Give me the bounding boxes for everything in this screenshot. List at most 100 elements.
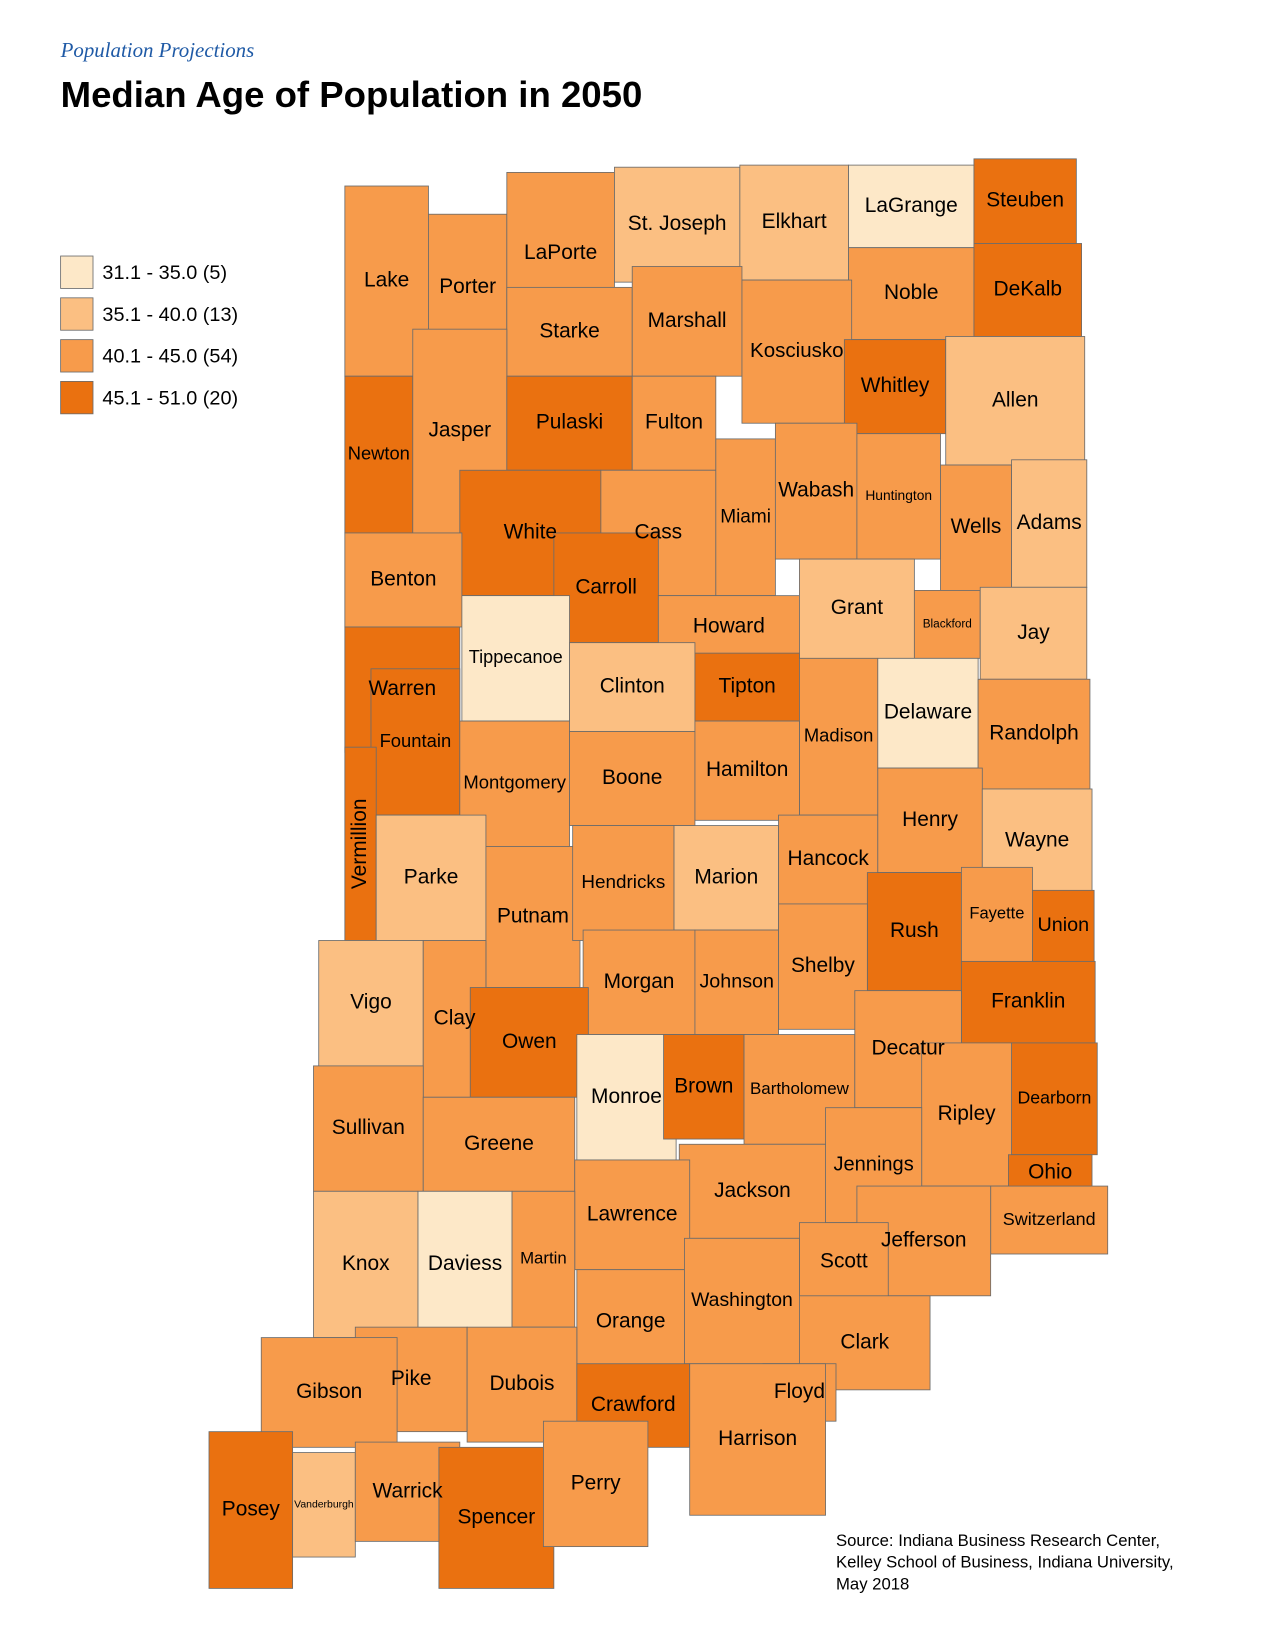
county-label: Tipton bbox=[719, 675, 776, 698]
county bbox=[506, 286, 633, 377]
county-label: Fayette bbox=[969, 904, 1024, 923]
county-label: Sullivan bbox=[332, 1116, 405, 1139]
county bbox=[553, 532, 659, 644]
county-label: Lake bbox=[364, 269, 409, 292]
county-label: Jefferson bbox=[881, 1228, 967, 1251]
county bbox=[921, 1042, 1012, 1187]
county-label: Pike bbox=[391, 1367, 432, 1390]
county bbox=[778, 814, 879, 905]
county bbox=[422, 1096, 576, 1192]
county-label: Hancock bbox=[788, 847, 870, 870]
county-label: DeKalb bbox=[993, 278, 1062, 301]
county-label: Ohio bbox=[1028, 1161, 1072, 1184]
legend-swatch bbox=[60, 339, 94, 373]
county-label: Adams bbox=[1017, 511, 1082, 534]
county-label: Clinton bbox=[600, 675, 665, 698]
county-label: Noble bbox=[884, 281, 939, 304]
county-label: Boone bbox=[602, 766, 662, 789]
county-label: Huntington bbox=[865, 488, 932, 503]
legend-swatch bbox=[60, 297, 94, 331]
county bbox=[799, 657, 879, 816]
county bbox=[694, 652, 800, 722]
county-label: Henry bbox=[902, 808, 958, 831]
county-label: Madison bbox=[804, 725, 873, 746]
county-label: White bbox=[504, 520, 557, 543]
county-label: Gibson bbox=[296, 1380, 362, 1403]
county bbox=[438, 1446, 555, 1589]
county-label: Floyd bbox=[774, 1380, 825, 1403]
county-label: Bartholomew bbox=[750, 1079, 850, 1098]
county bbox=[977, 678, 1091, 790]
county-label: Ripley bbox=[938, 1102, 997, 1125]
subtitle: Population Projections bbox=[60, 38, 255, 62]
county-label: Clark bbox=[840, 1330, 889, 1353]
legend-swatch bbox=[60, 381, 94, 415]
county bbox=[799, 558, 915, 659]
county-label: Shelby bbox=[791, 954, 855, 977]
county-label: Owen bbox=[502, 1030, 557, 1053]
county-label: Newton bbox=[348, 442, 410, 463]
county-label: Daviess bbox=[428, 1252, 502, 1275]
county-label: Miami bbox=[720, 506, 771, 527]
county-label: Jasper bbox=[428, 419, 491, 442]
county-label: Scott bbox=[820, 1249, 868, 1272]
county-labels: Lake Porter LaPorte St. Joseph Elkhart LaGran… bbox=[222, 189, 1096, 1529]
legend-swatch bbox=[60, 255, 94, 289]
source-note: Source: Indiana Business Research Center… bbox=[836, 1531, 1174, 1594]
county bbox=[208, 1431, 294, 1589]
county bbox=[542, 1420, 649, 1548]
county bbox=[673, 825, 779, 931]
county bbox=[344, 532, 463, 628]
county-label: Elkhart bbox=[762, 210, 827, 233]
county-label: Carroll bbox=[575, 575, 637, 598]
county-label: Montgomery bbox=[463, 772, 566, 793]
county bbox=[694, 720, 800, 821]
county-label: Wayne bbox=[1005, 829, 1069, 852]
county bbox=[694, 929, 779, 1035]
county-label: Clay bbox=[434, 1006, 476, 1029]
county-label: Hendricks bbox=[581, 871, 665, 892]
county-label: St. Joseph bbox=[628, 212, 727, 235]
county bbox=[739, 164, 849, 281]
county bbox=[1032, 889, 1095, 962]
legend-label: 31.1 - 35.0 (5) bbox=[102, 262, 227, 284]
county bbox=[260, 1337, 398, 1448]
county bbox=[848, 247, 975, 341]
county bbox=[741, 279, 853, 424]
county-label: Morgan bbox=[604, 970, 675, 993]
county bbox=[614, 166, 741, 283]
county-label: Martin bbox=[520, 1249, 567, 1268]
county-label: Vanderburgh bbox=[294, 1500, 354, 1511]
county bbox=[582, 929, 696, 1035]
county-label: Rush bbox=[890, 919, 939, 942]
county-label: Steuben bbox=[986, 189, 1064, 212]
county-label: Crawford bbox=[591, 1393, 676, 1416]
county bbox=[715, 438, 776, 597]
county-label: Blackford bbox=[923, 617, 972, 631]
county-label: Parke bbox=[404, 865, 459, 888]
county-label: Warrick bbox=[373, 1479, 444, 1502]
county bbox=[1011, 1042, 1098, 1156]
county-label: Putnam bbox=[497, 905, 569, 928]
county-label: Spencer bbox=[457, 1505, 535, 1528]
title: Median Age of Population in 2050 bbox=[61, 74, 643, 115]
county bbox=[313, 1190, 419, 1339]
county-label: Greene bbox=[464, 1132, 534, 1155]
county-label: Switzerland bbox=[1003, 1209, 1096, 1229]
county-label: Dearborn bbox=[1017, 1088, 1091, 1108]
county-label: Wells bbox=[951, 515, 1002, 538]
county bbox=[945, 336, 1086, 466]
county bbox=[1011, 459, 1088, 588]
county-label: Johnson bbox=[699, 971, 774, 993]
county bbox=[344, 375, 414, 534]
county-label: Posey bbox=[222, 1498, 281, 1521]
county-label: Lawrence bbox=[587, 1202, 678, 1225]
county bbox=[856, 433, 941, 560]
county-label: Jennings bbox=[833, 1153, 913, 1175]
county-label: Grant bbox=[831, 596, 883, 619]
county bbox=[313, 1065, 424, 1192]
county bbox=[318, 940, 424, 1067]
legend-label: 45.1 - 51.0 (20) bbox=[102, 387, 238, 409]
county-label: Tippecanoe bbox=[469, 647, 563, 667]
legend: 31.1 - 35.0 (5) 35.1 - 40.0 (13) 40.1 - 45… bbox=[60, 255, 238, 415]
